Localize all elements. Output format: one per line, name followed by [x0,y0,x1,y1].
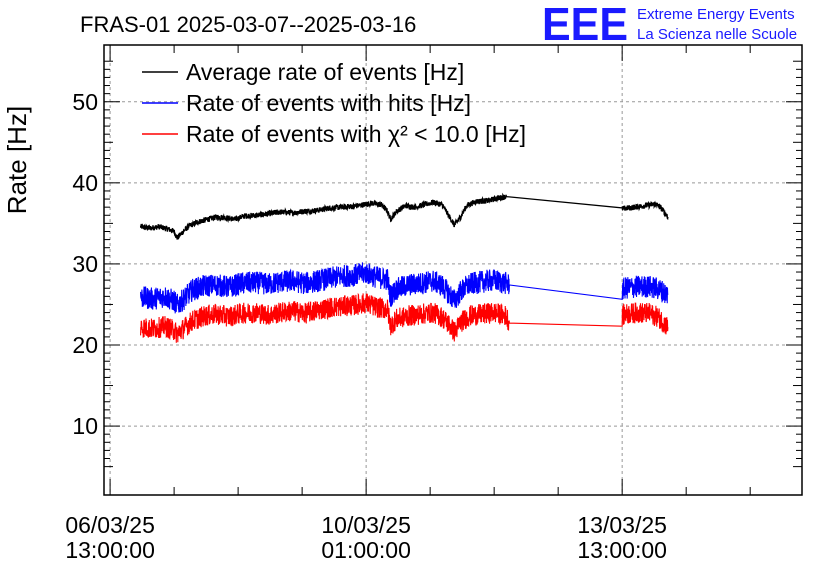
series-line-2 [140,292,669,343]
grid-lines [104,45,802,495]
x-tick-date-0: 06/03/25 [65,512,155,538]
y-tick-label-30: 30 [72,251,98,277]
legend-label-2: Rate of events with χ² < 10.0 [Hz] [186,121,526,147]
y-tick-label-50: 50 [72,89,98,115]
y-tick-label-10: 10 [72,413,98,439]
y-tick-label-20: 20 [72,332,98,358]
chart-title: FRAS-01 2025-03-07--2025-03-16 [80,12,416,37]
series-line-1 [140,262,669,314]
x-tick-date-1: 10/03/25 [321,512,411,538]
x-tick-time-1: 01:00:00 [321,537,411,563]
plot-frame [103,44,803,496]
series-line-0 [139,192,669,240]
legend-label-1: Rate of events with hits [Hz] [186,90,471,116]
x-tick-date-2: 13/03/25 [577,512,667,538]
legend-label-0: Average rate of events [Hz] [186,59,464,85]
x-tick-labels: 06/03/2513:00:0010/03/2501:00:0013/03/25… [65,512,667,563]
x-tick-time-0: 13:00:00 [65,537,155,563]
logo-mark: EEE [542,0,628,50]
series-layer [139,192,669,343]
logo-line-1: Extreme Energy Events [637,6,795,23]
plot-border [103,44,803,496]
y-axis-label: Rate [Hz] [2,106,32,214]
y-tick-labels: 10 20 30 40 50 [72,89,98,439]
legend: Average rate of events [Hz] Rate of event… [142,59,526,147]
y-tick-label-40: 40 [72,170,98,196]
eee-logo: EEE Extreme Energy Events La Scienza nel… [542,0,797,50]
logo-line-2: La Scienza nelle Scuole [637,26,797,43]
x-tick-time-2: 13:00:00 [577,537,667,563]
